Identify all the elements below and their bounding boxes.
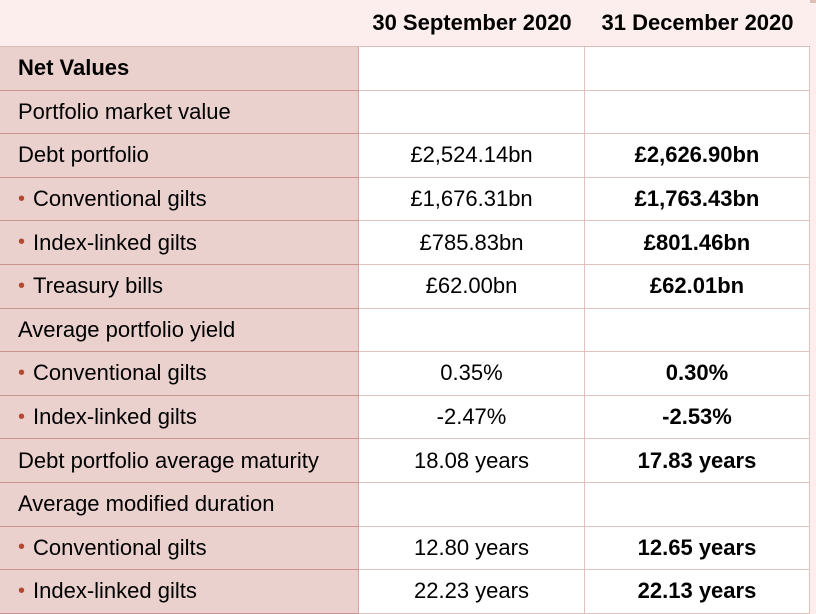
table-row: • Index-linked gilts £785.83bn £801.46bn: [0, 221, 816, 265]
row-label-text: Net Values: [18, 55, 130, 81]
row-label-text: Index-linked gilts: [33, 578, 197, 604]
value-dec-2020: £801.46bn: [585, 221, 810, 265]
header-col-dec-2020: 31 December 2020: [585, 0, 810, 47]
row-label: • Conventional gilts: [0, 526, 359, 571]
value-dec-2020: [585, 90, 810, 135]
value-dec-2020: 17.83 years: [585, 439, 810, 483]
value-sep-2020: [359, 483, 585, 527]
value-sep-2020: 12.80 years: [359, 526, 585, 571]
row-label-text: Portfolio market value: [18, 98, 231, 124]
row-label-text: Debt portfolio average maturity: [18, 447, 319, 473]
value-sep-2020: 0.35%: [359, 352, 585, 396]
row-label: Portfolio market value: [0, 90, 359, 135]
row-label-text: Treasury bills: [33, 273, 164, 299]
bullet-icon: •: [18, 405, 26, 428]
value-sep-2020: £785.83bn: [359, 221, 585, 265]
table-row: Average modified duration: [0, 483, 816, 527]
value-dec-2020: £1,763.43bn: [585, 177, 810, 222]
bullet-icon: •: [18, 536, 26, 559]
row-label-text: Conventional gilts: [33, 534, 207, 560]
bullet-icon: •: [18, 579, 26, 602]
row-label-text: Conventional gilts: [33, 186, 207, 212]
table-row: • Index-linked gilts 22.23 years 22.13 year…: [0, 570, 816, 614]
row-label-text: Average portfolio yield: [18, 316, 236, 342]
table-row: Debt portfolio £2,524.14bn £2,626.90bn: [0, 134, 816, 178]
table-row: • Index-linked gilts -2.47% -2.53%: [0, 395, 816, 440]
row-label-text: Conventional gilts: [33, 360, 207, 386]
table-row: • Conventional gilts 0.35% 0.30%: [0, 352, 816, 396]
row-label: Debt portfolio: [0, 134, 359, 178]
table-row: • Treasury bills £62.00bn £62.01bn: [0, 265, 816, 309]
value-sep-2020: £1,676.31bn: [359, 177, 585, 222]
bullet-icon: •: [18, 231, 26, 254]
value-dec-2020: £2,626.90bn: [585, 134, 810, 178]
value-sep-2020: [359, 90, 585, 135]
value-sep-2020: -2.47%: [359, 395, 585, 440]
value-sep-2020: [359, 47, 585, 91]
value-dec-2020: [585, 308, 810, 353]
row-label-text: Index-linked gilts: [33, 404, 197, 430]
row-label-text: Index-linked gilts: [33, 229, 197, 255]
table-row: • Conventional gilts 12.80 years 12.65 year…: [0, 526, 816, 571]
table-row: Debt portfolio average maturity 18.08 yea…: [0, 439, 816, 483]
row-label: • Treasury bills: [0, 265, 359, 309]
row-label: Net Values: [0, 47, 359, 91]
table-row: Portfolio market value: [0, 90, 816, 135]
header-blank-cell: [0, 0, 359, 47]
bullet-icon: •: [18, 274, 26, 297]
value-dec-2020: 12.65 years: [585, 526, 810, 571]
value-sep-2020: 18.08 years: [359, 439, 585, 483]
value-dec-2020: [585, 483, 810, 527]
row-label: Average modified duration: [0, 483, 359, 527]
value-sep-2020: £2,524.14bn: [359, 134, 585, 178]
table-row: • Conventional gilts £1,676.31bn £1,763.43b…: [0, 177, 816, 222]
row-label: Average portfolio yield: [0, 308, 359, 353]
row-label: Debt portfolio average maturity: [0, 439, 359, 483]
row-label: • Index-linked gilts: [0, 570, 359, 614]
bullet-icon: •: [18, 187, 26, 210]
table-row: Net Values: [0, 47, 816, 91]
row-label: • Index-linked gilts: [0, 221, 359, 265]
value-sep-2020: £62.00bn: [359, 265, 585, 309]
row-label-text: Debt portfolio: [18, 142, 149, 168]
row-label-text: Average modified duration: [18, 491, 275, 517]
value-dec-2020: [585, 47, 810, 91]
row-label: • Index-linked gilts: [0, 395, 359, 440]
value-sep-2020: 22.23 years: [359, 570, 585, 614]
value-sep-2020: [359, 308, 585, 353]
header-row: 30 September 2020 31 December 2020: [0, 0, 816, 47]
value-dec-2020: £62.01bn: [585, 265, 810, 309]
header-col-sep-2020: 30 September 2020: [359, 0, 585, 47]
row-label: • Conventional gilts: [0, 177, 359, 222]
value-dec-2020: 22.13 years: [585, 570, 810, 614]
row-label: • Conventional gilts: [0, 352, 359, 396]
bullet-icon: •: [18, 361, 26, 384]
table-row: Average portfolio yield: [0, 308, 816, 353]
value-dec-2020: 0.30%: [585, 352, 810, 396]
value-dec-2020: -2.53%: [585, 395, 810, 440]
